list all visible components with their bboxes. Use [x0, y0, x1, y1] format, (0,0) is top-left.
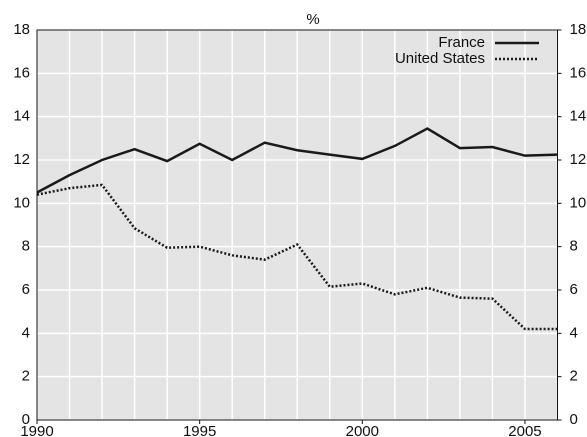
y-tick-label: 2 — [22, 368, 30, 385]
chart-title: % — [306, 11, 319, 28]
x-tick-label: 2000 — [346, 423, 379, 437]
y-tick-label: 14 — [13, 108, 30, 125]
y2-tick-label: 6 — [570, 281, 578, 298]
y-tick-label: 16 — [13, 64, 30, 81]
y-tick-label: 18 — [13, 21, 30, 38]
x-tick-label: 1995 — [183, 423, 216, 437]
x-tick-label: 2005 — [508, 423, 541, 437]
y-tick-label: 10 — [13, 194, 30, 211]
y2-tick-label: 16 — [570, 64, 587, 81]
y2-tick-label: 12 — [570, 151, 587, 168]
y2-tick-label: 4 — [570, 324, 578, 341]
y-tick-label: 0 — [22, 411, 30, 428]
x-tick-label: 1990 — [20, 423, 53, 437]
y2-tick-label: 18 — [570, 21, 587, 38]
series-line — [36, 127, 558, 194]
y2-tick-label: 8 — [570, 238, 578, 255]
series-line — [36, 183, 558, 331]
y2-tick-label: 10 — [570, 194, 587, 211]
y2-tick-label: 2 — [570, 368, 578, 385]
y-tick-label: 6 — [22, 281, 30, 298]
legend-label: United States — [395, 50, 485, 67]
plot-frame — [36, 29, 558, 421]
legend-label: France — [438, 34, 485, 51]
y2-tick-label: 0 — [570, 411, 578, 428]
y-tick-label: 12 — [13, 151, 30, 168]
y-tick-label: 8 — [22, 238, 30, 255]
y2-tick-label: 14 — [570, 108, 587, 125]
y-tick-label: 4 — [22, 324, 30, 341]
